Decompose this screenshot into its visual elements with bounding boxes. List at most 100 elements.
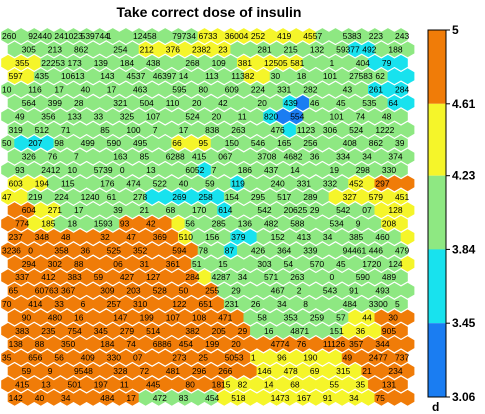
hex-cell [289, 81, 303, 98]
cell-label: 107 [146, 111, 160, 121]
hex-cell [256, 202, 271, 219]
hex-cell [289, 162, 303, 178]
hex-cell [145, 28, 159, 44]
hex-cell [282, 41, 297, 58]
hex-cell [368, 269, 382, 286]
hex-cell [322, 202, 336, 219]
hex-cell [230, 336, 245, 353]
hex-cell [99, 255, 114, 272]
cell-label: 1593 [94, 219, 113, 229]
cell-label: 252 [251, 31, 265, 41]
hex-cell [197, 81, 212, 98]
hex-cell [315, 296, 330, 312]
hex-cell [289, 242, 303, 259]
cell-label: 21 [140, 205, 150, 215]
hex-cell [66, 296, 81, 312]
hex-cell [60, 282, 74, 299]
hex-cell [99, 389, 114, 406]
hex-cell [341, 54, 356, 71]
hex-cell [47, 148, 61, 165]
hex-cell [394, 188, 408, 205]
cell-label: 546 [251, 138, 265, 148]
cell-label: 3236 [2, 245, 21, 255]
hex-cell [217, 309, 231, 326]
hex-cell [184, 349, 199, 366]
hex-cell [269, 95, 284, 111]
hex-cell [178, 202, 192, 219]
cell-label: 355 [15, 58, 29, 68]
cell-label: 3708 [257, 152, 276, 162]
hex-cell [7, 202, 22, 219]
hex-cell [86, 363, 100, 379]
hex-cell [210, 188, 225, 205]
hex-cell [237, 81, 251, 98]
cell-label: 489 [382, 272, 396, 282]
hex-cell [112, 121, 127, 138]
hex-cell [210, 28, 225, 44]
hex-cell [289, 376, 303, 393]
hex-cell [394, 322, 408, 339]
cell-label: 427 [120, 272, 134, 282]
hex-cell [204, 389, 218, 406]
cell-label: 348 [35, 232, 49, 242]
cell-label: 356 [41, 111, 55, 121]
hex-cell [335, 363, 349, 379]
hex-cell [79, 242, 94, 259]
hex-cell [282, 255, 297, 272]
hex-cell [315, 215, 330, 232]
cell-label: 1240 [81, 192, 100, 202]
hex-cell [171, 376, 186, 393]
cell-label: 651 [199, 299, 213, 309]
hex-cell [184, 28, 199, 44]
cell-label: 067 [218, 152, 232, 162]
hex-cell [309, 255, 323, 272]
hex-cell [276, 81, 290, 98]
hex-cell [230, 229, 245, 245]
hex-cell [302, 54, 317, 71]
hex-cell [289, 188, 303, 205]
hex-cell [243, 202, 258, 219]
hex-cell [256, 175, 271, 192]
cell-label: 415 [192, 152, 206, 162]
hex-cell [197, 188, 212, 205]
hex-cell [191, 95, 205, 111]
hex-cell [27, 376, 41, 393]
cell-label: 256 [303, 138, 317, 148]
cell-label: 93 [15, 165, 25, 175]
hex-cell [282, 282, 297, 299]
hex-cell [47, 282, 61, 299]
cell-label: 241023 [54, 31, 83, 41]
cell-label: 11126 [323, 339, 346, 349]
cell-label: 35 [356, 379, 366, 389]
hex-cell [99, 68, 114, 85]
cell-label: 88 [74, 259, 84, 269]
hex-cell [361, 309, 376, 326]
hex-cell [250, 349, 264, 366]
cell-label: 170 [192, 205, 206, 215]
cell-label: 29 [310, 205, 320, 215]
cell-label: 905 [382, 326, 396, 336]
hex-cell [1, 81, 15, 98]
hex-cell [53, 349, 68, 366]
cell-label: 13 [146, 165, 156, 175]
cell-label: 101 [323, 71, 337, 81]
cell-label: 543 [323, 286, 337, 296]
hex-cell [184, 322, 199, 339]
hex-cell [112, 309, 127, 326]
cell-label: 295 [251, 192, 265, 202]
hex-cell [60, 389, 74, 406]
cell-label: 493 [375, 286, 389, 296]
hex-cell [145, 269, 159, 286]
cell-label: 522 [153, 178, 167, 188]
hex-cell [178, 309, 192, 326]
hex-cell [302, 242, 317, 259]
hex-cell [125, 121, 140, 138]
hex-cell [237, 322, 251, 339]
hex-cell [368, 81, 382, 98]
hex-cell [7, 68, 22, 85]
cell-label: 23 [218, 44, 228, 54]
hex-cell [112, 41, 127, 58]
cell-label: 412 [41, 272, 55, 282]
hex-cell [145, 135, 159, 152]
hex-cell [158, 296, 172, 312]
